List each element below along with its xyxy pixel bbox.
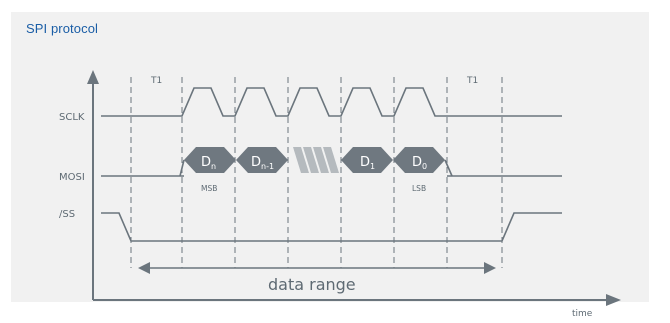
bit-dn1-sub: n-1 (261, 162, 274, 171)
bit-dn1-main: D (251, 155, 261, 170)
sclk-label: SCLK (59, 112, 85, 123)
data-range-label: data range (268, 275, 356, 294)
t1-left-label: T1 (150, 76, 162, 86)
mosi-data-bits (184, 147, 445, 173)
lsb-label: LSB (412, 184, 426, 193)
mosi-label: MOSI (59, 172, 85, 183)
ss-waveform (101, 212, 562, 242)
mosi-connector (179, 159, 185, 177)
bit-d0-sub: 0 (422, 162, 427, 171)
bit-d1-label: D1 (360, 155, 375, 171)
bit-dn1-label: Dn-1 (251, 155, 274, 171)
ss-label: /SS (59, 209, 75, 220)
bit-dn (184, 147, 236, 173)
data-range-arrow (138, 262, 496, 274)
bit-dn-main: D (201, 155, 211, 170)
data-range-arrowhead-right (484, 262, 496, 274)
bit-dn1 (236, 147, 288, 173)
timing-dashed-lines (130, 77, 503, 268)
x-axis-arrowhead (606, 294, 621, 306)
sclk-waveform (101, 87, 562, 117)
bit-d1 (341, 147, 393, 173)
bit-dn-sub: n (211, 162, 216, 171)
x-axis-label: time (572, 309, 593, 319)
bit-d1-main: D (360, 155, 370, 170)
diagram-title: SPI protocol (26, 21, 99, 36)
bit-dn-label: Dn (201, 155, 216, 171)
y-axis-arrowhead (87, 70, 99, 84)
msb-label: MSB (201, 184, 217, 193)
bit-d0-main: D (412, 155, 422, 170)
bit-d0-label: D0 (412, 155, 427, 171)
data-range-arrowhead-left (138, 262, 150, 274)
bit-d1-sub: 1 (370, 162, 375, 171)
mosi-connector (444, 159, 453, 177)
bit-text: Dn Dn-1 D1 D0 (201, 155, 427, 171)
t1-right-label: T1 (466, 76, 478, 86)
omitted-bits-hatch (293, 147, 339, 173)
axes (87, 70, 621, 306)
bit-d0 (393, 147, 445, 173)
